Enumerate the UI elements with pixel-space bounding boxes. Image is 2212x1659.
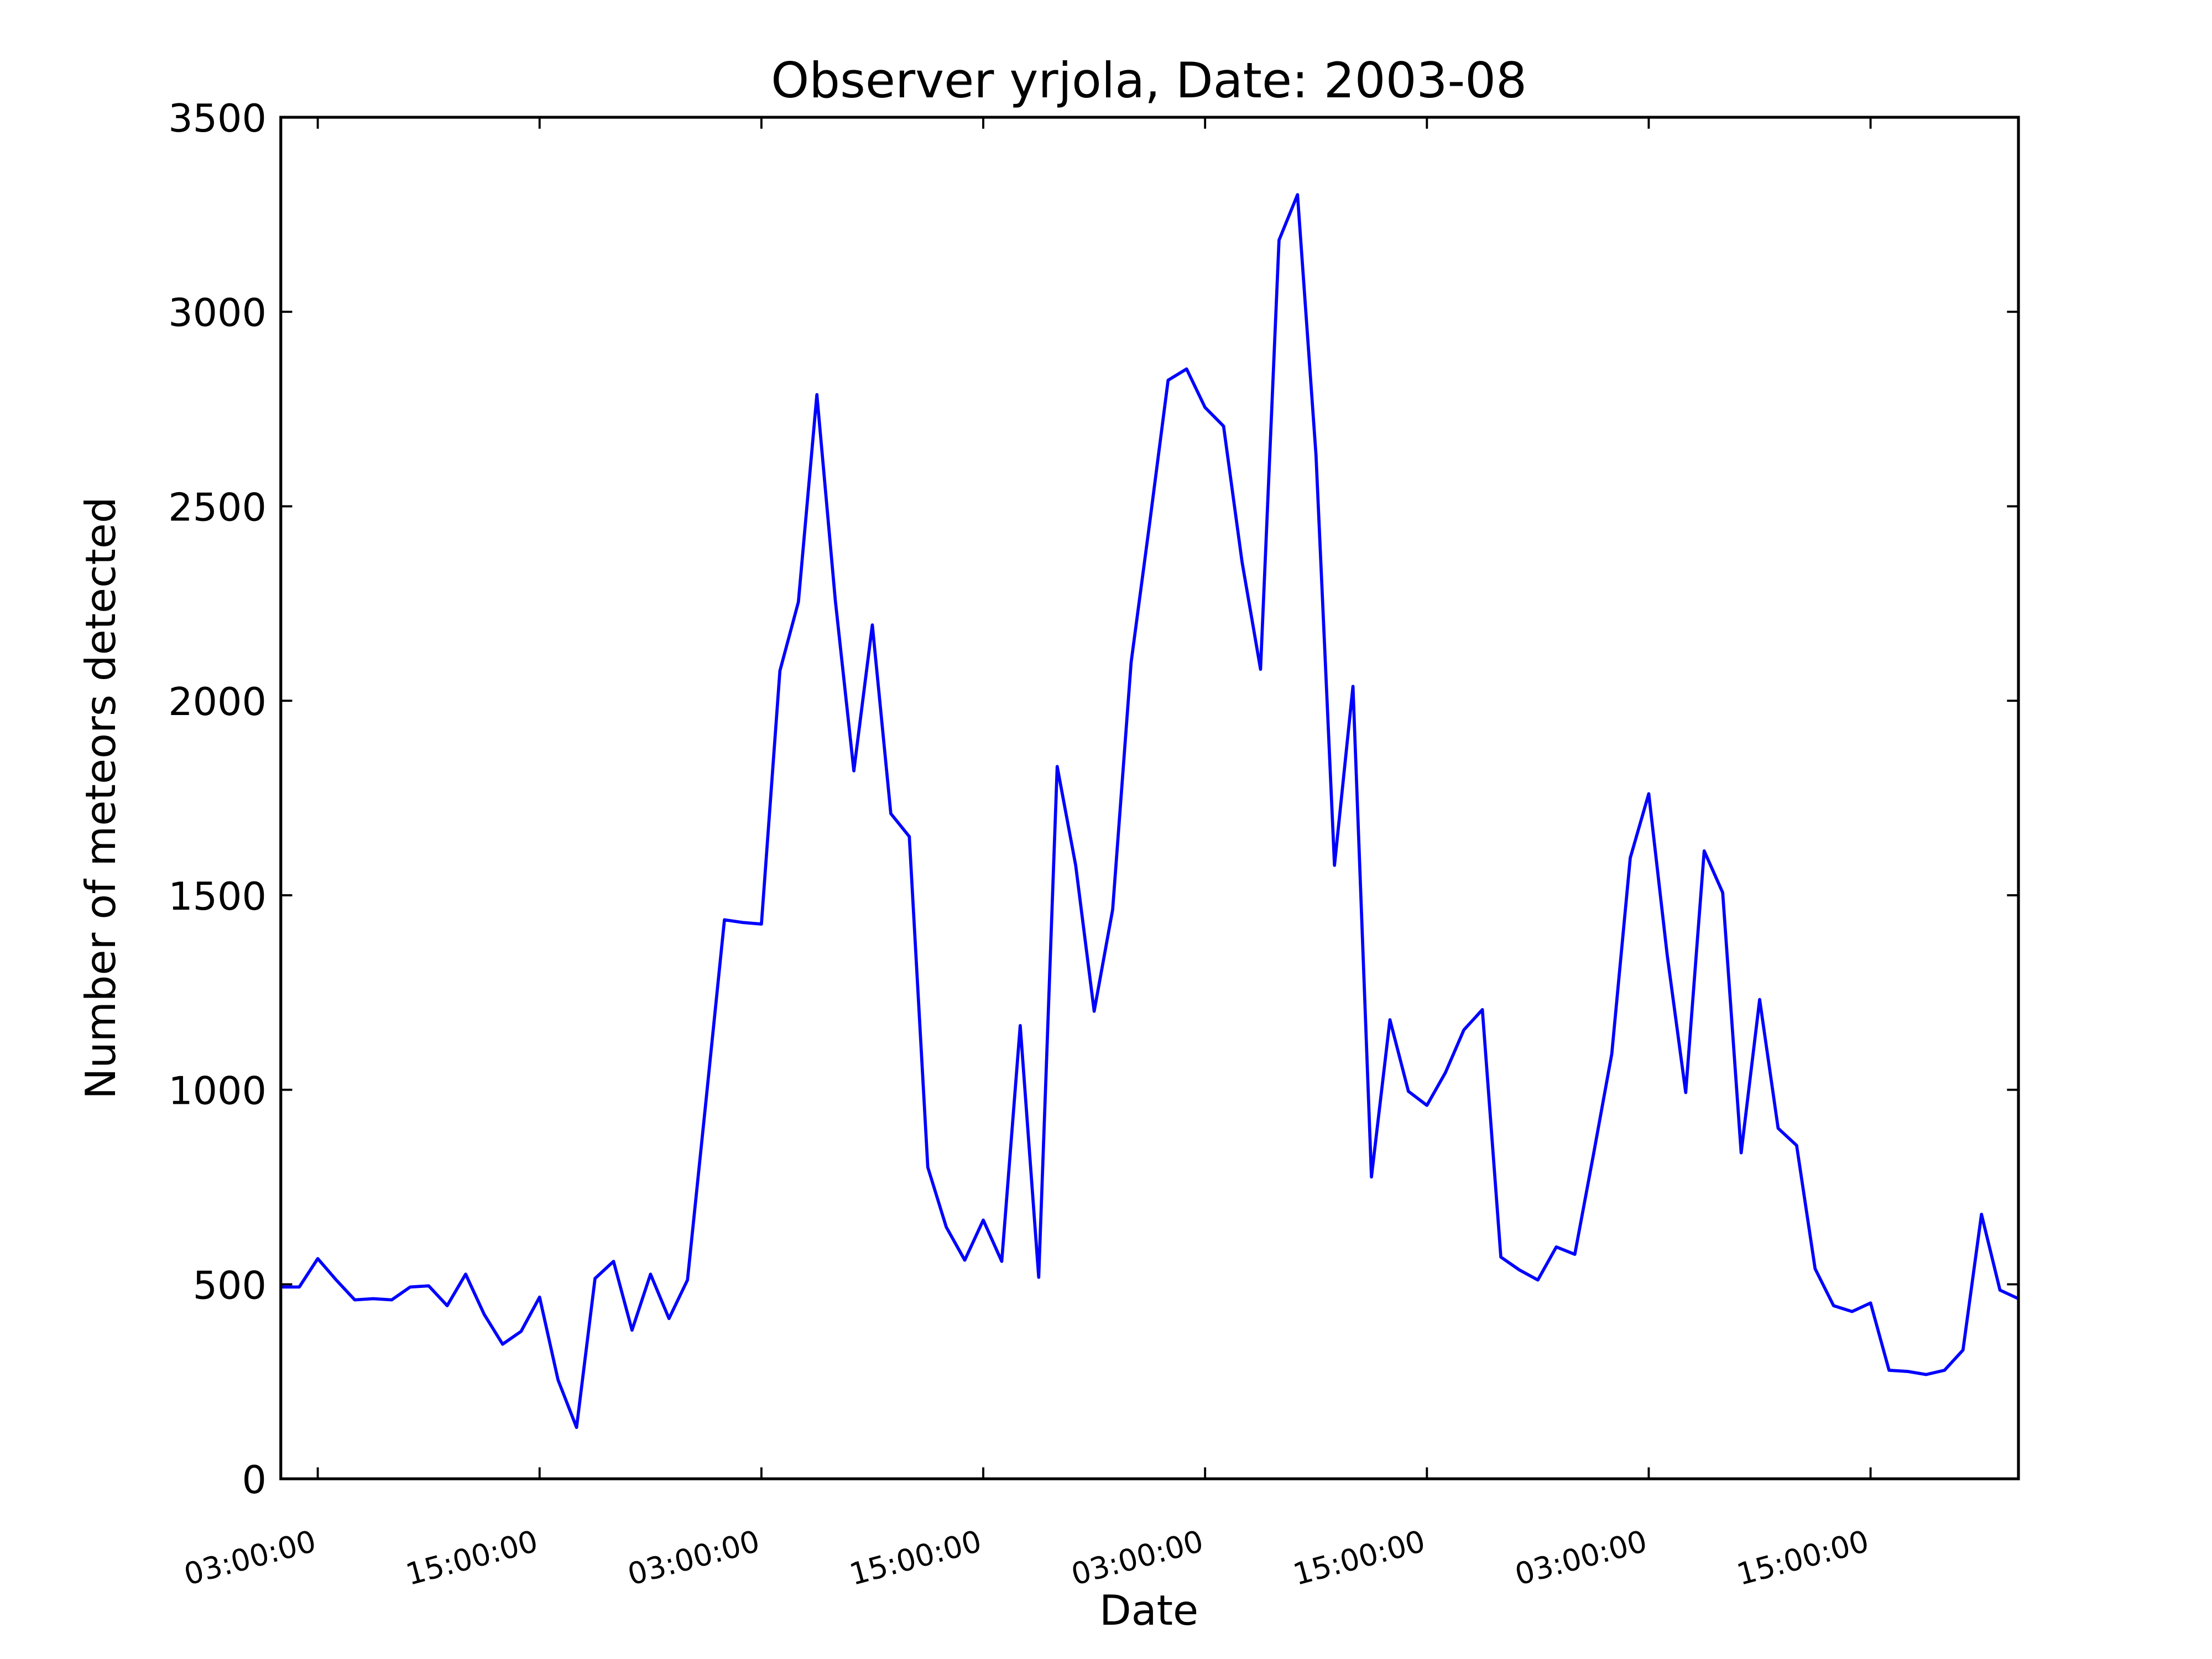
y-tick-label: 0: [242, 1458, 266, 1503]
x-tick-label: 03:00:00: [1511, 1524, 1651, 1592]
x-tick-label: 15:00:00: [1733, 1524, 1872, 1592]
data-line: [280, 193, 2020, 1430]
x-tick-label: 03:00:00: [624, 1524, 763, 1592]
plot-frame: [279, 116, 2020, 1480]
y-tick-label: 1000: [168, 1069, 267, 1114]
y-tick-label: 2500: [168, 485, 267, 530]
y-axis-label: Number of meteors detected: [76, 497, 125, 1099]
y-tick-label: 1500: [168, 874, 267, 919]
x-axis-label: Date: [1099, 1586, 1198, 1635]
chart-title: Observer yrjola, Date: 2003-08: [771, 52, 1527, 109]
y-tick-label: 3000: [168, 291, 267, 336]
x-tick-label: 15:00:00: [402, 1524, 541, 1592]
x-tick-label: 15:00:00: [846, 1524, 985, 1592]
y-tick-label: 2000: [168, 680, 267, 724]
y-tick-label: 3500: [168, 96, 267, 141]
y-tick-label: 500: [193, 1263, 267, 1308]
x-tick-label: 03:00:00: [1068, 1524, 1207, 1592]
x-tick-label: 03:00:00: [180, 1524, 320, 1592]
x-tick-label: 15:00:00: [1290, 1524, 1429, 1592]
